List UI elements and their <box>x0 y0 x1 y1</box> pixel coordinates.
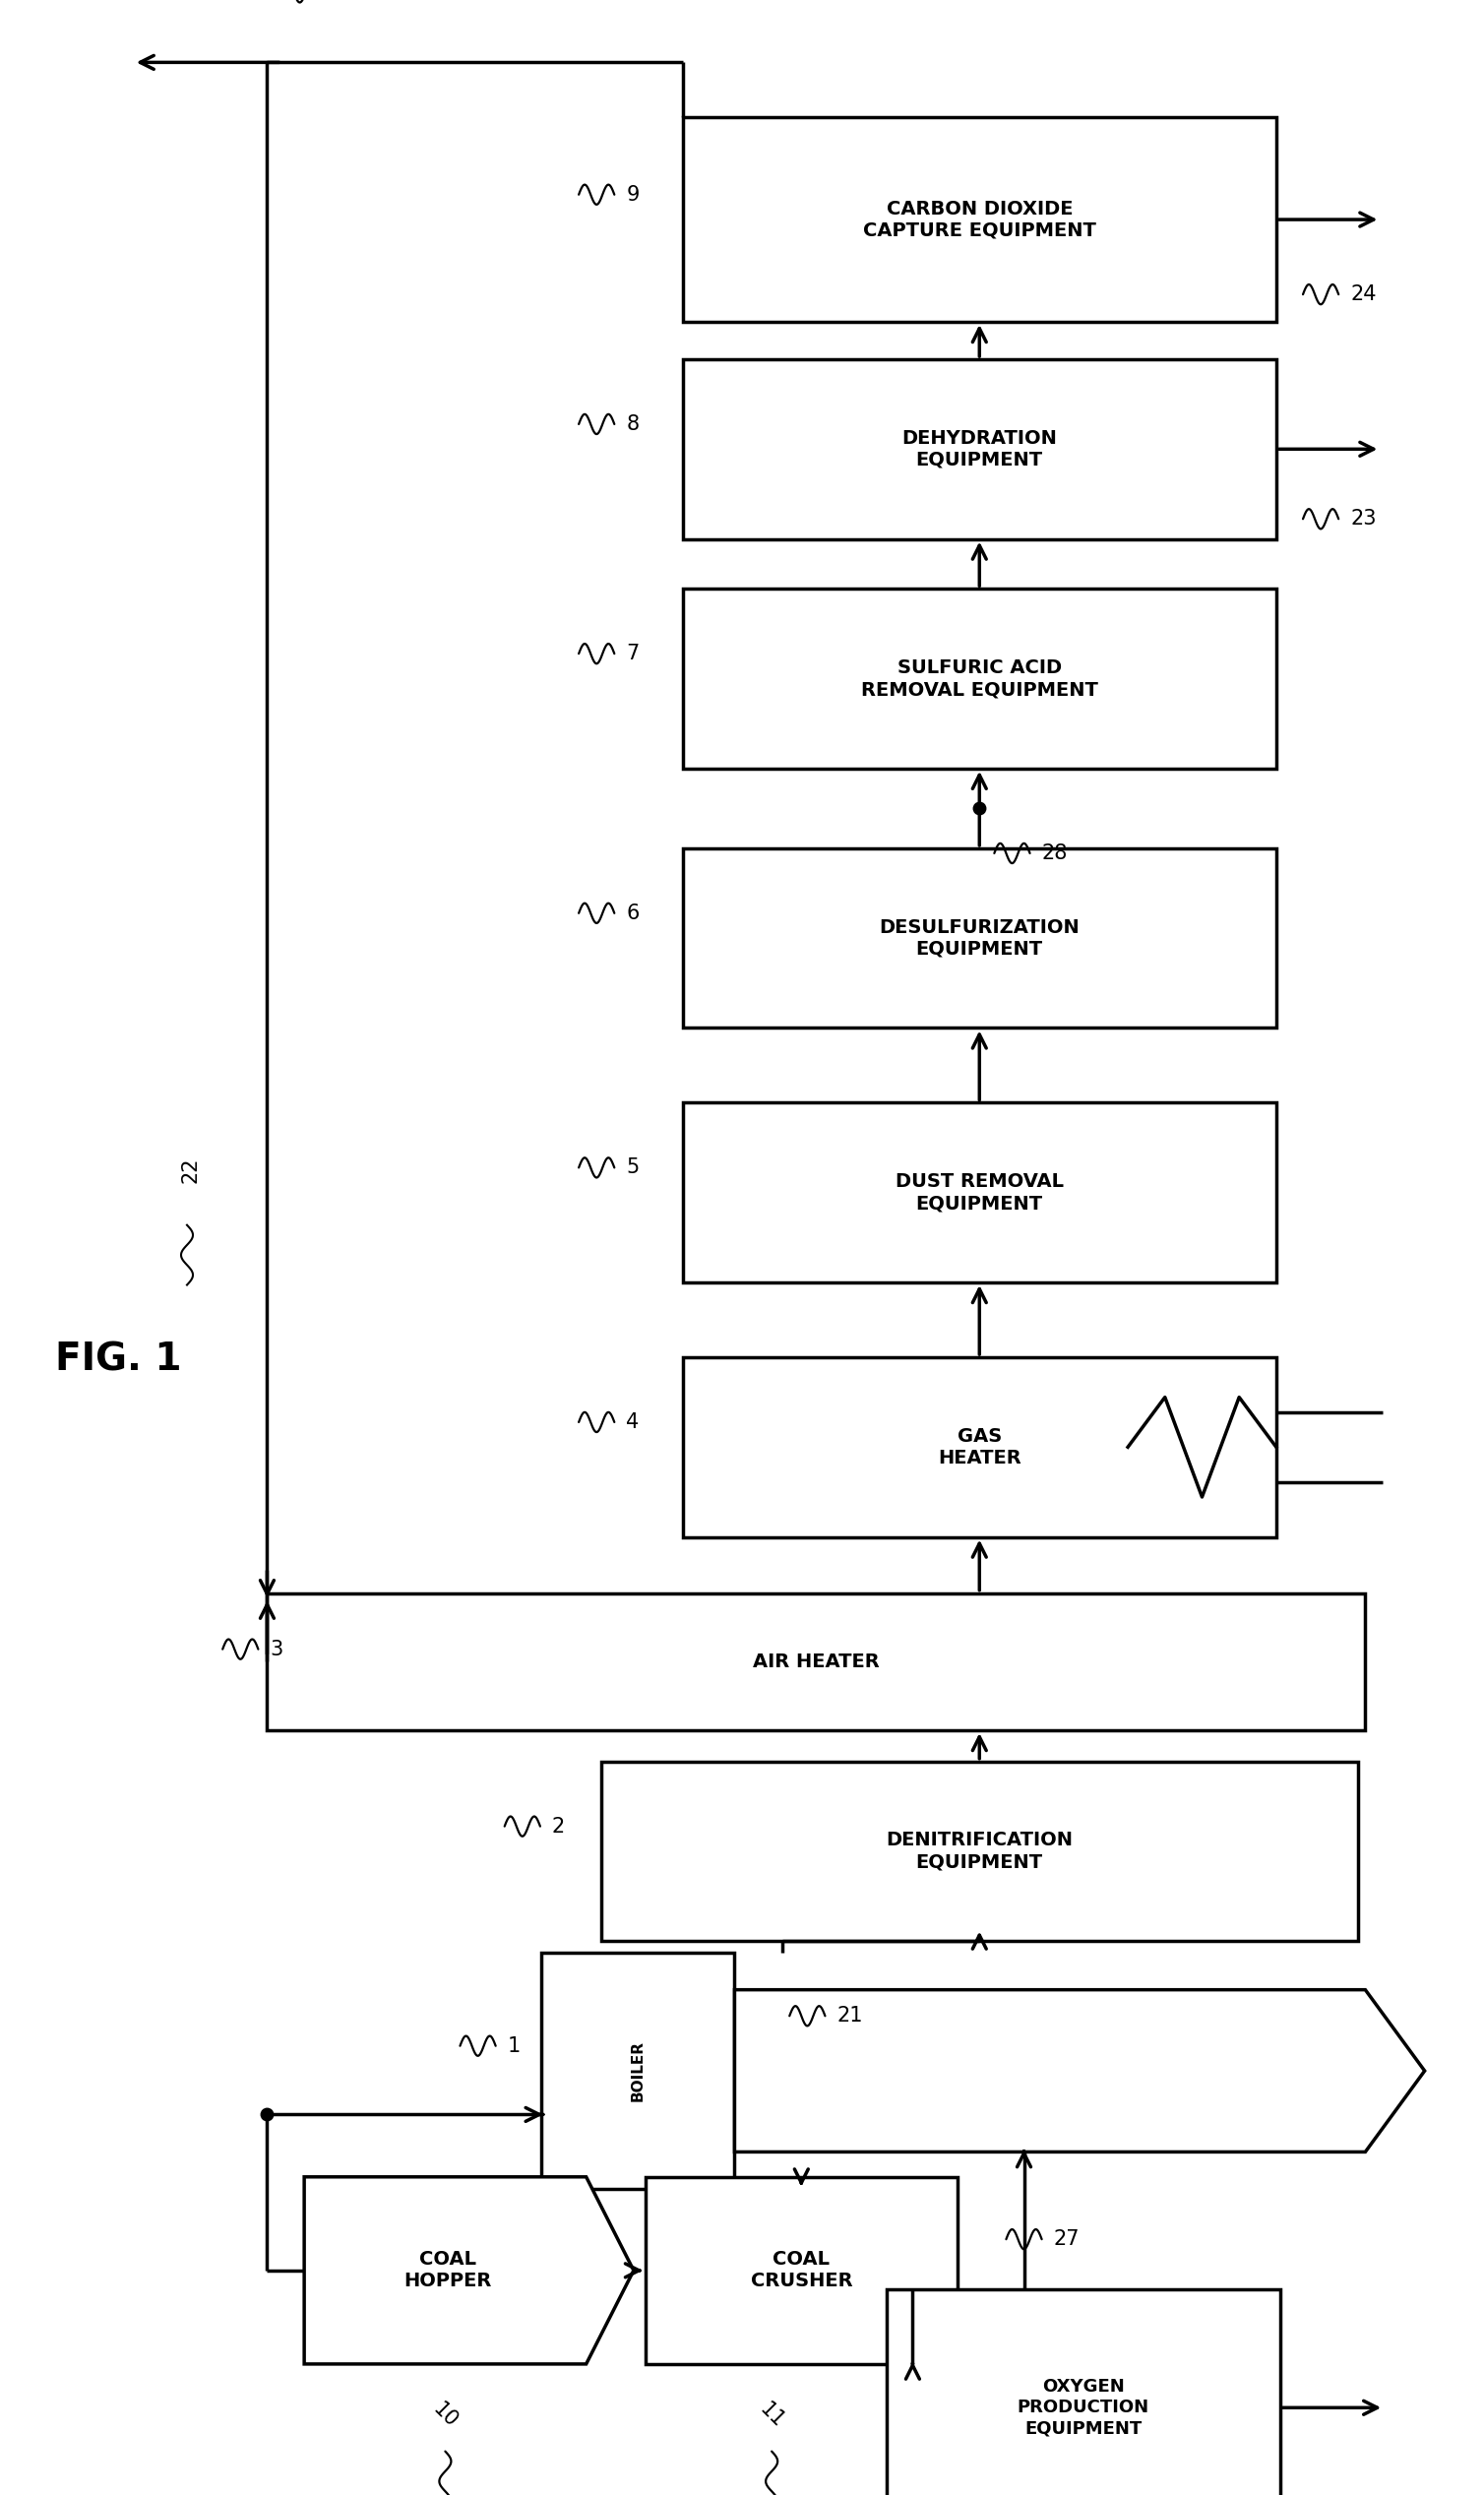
Text: AIR HEATER: AIR HEATER <box>752 1652 880 1672</box>
Polygon shape <box>304 2176 634 2365</box>
Bar <box>683 117 1276 322</box>
Text: 4: 4 <box>626 1412 640 1432</box>
Bar <box>683 1103 1276 1282</box>
Text: 2: 2 <box>552 1816 565 1836</box>
Text: 3: 3 <box>270 1639 283 1659</box>
Bar <box>683 848 1276 1028</box>
Text: SULFURIC ACID
REMOVAL EQUIPMENT: SULFURIC ACID REMOVAL EQUIPMENT <box>861 659 1098 699</box>
Bar <box>683 359 1276 539</box>
Text: 27: 27 <box>1054 2231 1080 2248</box>
Text: 1: 1 <box>508 2036 521 2056</box>
Text: 8: 8 <box>626 414 640 434</box>
Text: 22: 22 <box>180 1158 200 1183</box>
Text: 6: 6 <box>626 903 640 923</box>
Polygon shape <box>735 1991 1425 2151</box>
Text: 11: 11 <box>755 2400 788 2430</box>
Bar <box>683 1357 1276 1537</box>
Text: 24: 24 <box>1350 284 1377 304</box>
Bar <box>646 2176 957 2365</box>
Text: COAL
HOPPER: COAL HOPPER <box>404 2250 493 2290</box>
Text: OXYGEN
PRODUCTION
EQUIPMENT: OXYGEN PRODUCTION EQUIPMENT <box>1018 2378 1149 2438</box>
Text: DEHYDRATION
EQUIPMENT: DEHYDRATION EQUIPMENT <box>902 429 1057 469</box>
Text: 21: 21 <box>837 2006 864 2026</box>
Text: DENITRIFICATION
EQUIPMENT: DENITRIFICATION EQUIPMENT <box>886 1831 1073 1871</box>
Text: 7: 7 <box>626 644 640 664</box>
Text: CARBON DIOXIDE
CAPTURE EQUIPMENT: CARBON DIOXIDE CAPTURE EQUIPMENT <box>862 200 1097 240</box>
Bar <box>683 589 1276 768</box>
Text: 10: 10 <box>429 2400 462 2430</box>
Text: 28: 28 <box>1042 843 1067 863</box>
Bar <box>267 1594 1365 1732</box>
Bar <box>886 2290 1279 2495</box>
Text: 5: 5 <box>626 1158 640 1178</box>
Bar <box>601 1761 1358 1941</box>
Text: BOILER: BOILER <box>631 2041 646 2101</box>
Text: FIG. 1: FIG. 1 <box>55 1342 183 1377</box>
Bar <box>542 1951 735 2191</box>
Text: DESULFURIZATION
EQUIPMENT: DESULFURIZATION EQUIPMENT <box>879 918 1080 958</box>
Text: GAS
HEATER: GAS HEATER <box>938 1427 1021 1467</box>
Text: COAL
CRUSHER: COAL CRUSHER <box>751 2250 852 2290</box>
Text: 23: 23 <box>1350 509 1377 529</box>
Text: DUST REMOVAL
EQUIPMENT: DUST REMOVAL EQUIPMENT <box>895 1173 1064 1213</box>
Text: 9: 9 <box>626 185 640 205</box>
